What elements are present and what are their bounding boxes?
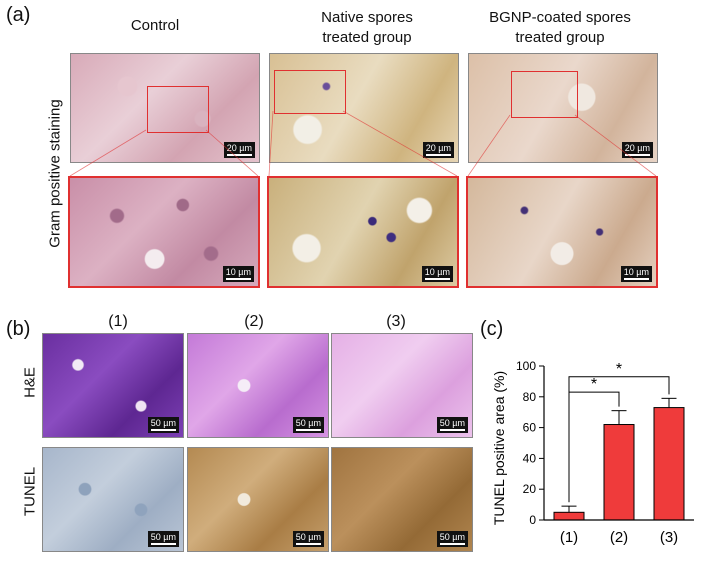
micrograph-he-2: 50 µm: [187, 333, 329, 438]
column-title-line2: treated group: [515, 29, 605, 46]
micrograph-bgnp-high: 10 µm: [466, 176, 658, 288]
bar: [653, 407, 685, 521]
micrograph-tunel-3: 50 µm: [331, 447, 473, 552]
panel-c-label: (c): [480, 318, 504, 340]
scale-bar-label: 20 µm: [226, 143, 252, 153]
scale-bar: 10 µm: [620, 266, 652, 282]
bars: [553, 397, 685, 521]
significance-mark: *: [616, 361, 622, 378]
x-tick-label: (1): [560, 529, 578, 546]
scale-bar: 50 µm: [292, 531, 324, 547]
column-title-line2: treated group: [322, 29, 412, 46]
scale-bar: 20 µm: [223, 142, 255, 158]
significance-bracket: [568, 376, 670, 503]
column-label-3: (3): [386, 313, 406, 330]
bar: [553, 511, 585, 521]
scale-bar: 50 µm: [147, 417, 179, 433]
scale-bar-label: 50 µm: [150, 532, 176, 542]
micrograph-tunel-2: 50 µm: [187, 447, 329, 552]
scale-bar: 50 µm: [436, 531, 468, 547]
panel-a-label: (a): [6, 4, 31, 26]
micrograph-he-3: 50 µm: [331, 333, 473, 438]
micrograph-he-1: 50 µm: [42, 333, 184, 438]
x-axis: (1) (2) (3): [544, 519, 694, 546]
micrograph-tunel-1: 50 µm: [42, 447, 184, 552]
significance-mark: *: [591, 376, 597, 393]
y-tick-label: 80: [523, 390, 537, 404]
row-label-he: H&E: [21, 367, 39, 398]
y-tick-label: 0: [529, 513, 536, 527]
scale-bar-label: 20 µm: [425, 143, 451, 153]
scale-bar-label: 50 µm: [439, 418, 465, 428]
panel-b-label: (b): [6, 318, 31, 340]
column-title-line1: Native spores: [321, 9, 413, 26]
column-label-2: (2): [244, 313, 264, 330]
zoom-region-box: [511, 71, 578, 118]
zoom-region-box: [274, 70, 346, 114]
y-tick-label: 60: [523, 421, 537, 435]
micrograph-native-high: 10 µm: [267, 176, 459, 288]
scale-bar: 50 µm: [436, 417, 468, 433]
column-title-control: Control: [95, 16, 215, 36]
zoom-region-box: [147, 86, 209, 133]
scale-bar: 10 µm: [222, 266, 254, 282]
scale-bar-label: 50 µm: [295, 532, 321, 542]
column-title-bgnp: BGNP-coated spores treated group: [460, 8, 660, 48]
scale-bar-label: 50 µm: [295, 418, 321, 428]
scale-bar-label: 10 µm: [623, 267, 649, 277]
column-title-line1: Control: [130, 17, 180, 34]
x-tick-label: (2): [610, 529, 628, 546]
scale-bar-label: 20 µm: [624, 143, 650, 153]
scale-bar: 20 µm: [621, 142, 653, 158]
row-label-tunel: TUNEL: [21, 466, 39, 517]
x-tick-label: (3): [660, 529, 678, 546]
y-tick-label: 40: [523, 451, 537, 465]
scale-bar: 50 µm: [147, 531, 179, 547]
significance-brackets: **: [568, 361, 670, 503]
scale-bar-label: 50 µm: [439, 532, 465, 542]
scale-bar: 20 µm: [422, 142, 454, 158]
micrograph-control-high: 10 µm: [68, 176, 260, 288]
bar: [603, 424, 635, 521]
scale-bar-label: 10 µm: [424, 267, 450, 277]
column-title-native: Native spores treated group: [272, 8, 462, 48]
zoom-connector-lines: [69, 110, 657, 177]
y-tick-label: 20: [523, 482, 537, 496]
y-tick-label: 100: [516, 359, 536, 373]
column-title-line1: BGNP-coated spores: [489, 9, 631, 26]
column-label-1: (1): [108, 313, 128, 330]
micrograph-control-low: 20 µm: [70, 53, 260, 163]
tunel-bar-chart: TUNEL positive area (%) 0 20 40 60 80 100 (1)…: [491, 359, 694, 546]
y-axis: 0 20 40 60 80 100: [516, 359, 545, 527]
scale-bar: 10 µm: [421, 266, 453, 282]
micrograph-bgnp-low: 20 µm: [468, 53, 658, 163]
scale-bar-label: 50 µm: [150, 418, 176, 428]
scale-bar-label: 10 µm: [225, 267, 251, 277]
scale-bar: 50 µm: [292, 417, 324, 433]
micrograph-native-low: 20 µm: [269, 53, 459, 163]
y-axis-label: TUNEL positive area (%): [491, 371, 507, 525]
